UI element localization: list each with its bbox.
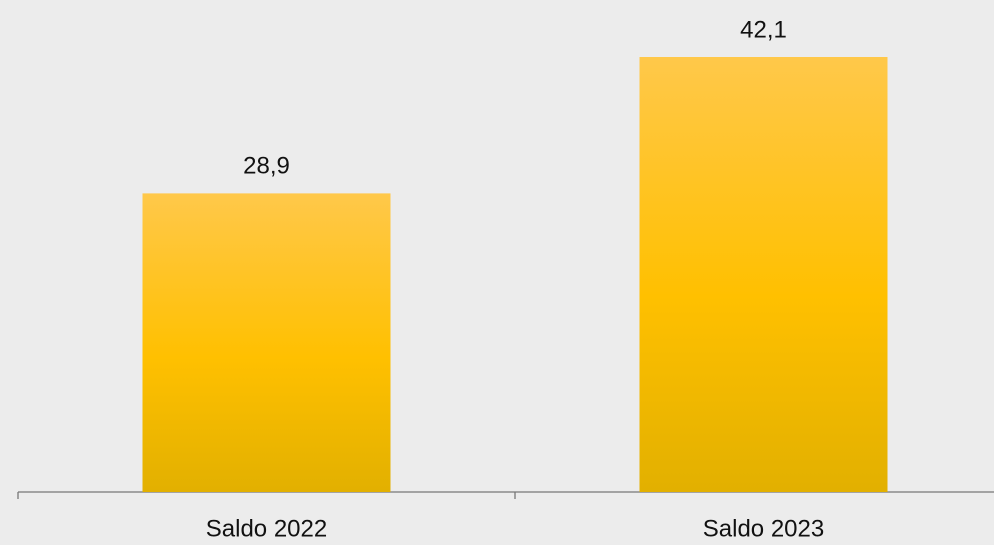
x-tick-label: Saldo 2022 [206, 515, 327, 542]
value-label: 28,9 [243, 153, 290, 180]
bar [639, 57, 888, 492]
value-label: 42,1 [740, 16, 787, 43]
bar [142, 193, 391, 493]
x-tick-label: Saldo 2023 [703, 515, 824, 542]
